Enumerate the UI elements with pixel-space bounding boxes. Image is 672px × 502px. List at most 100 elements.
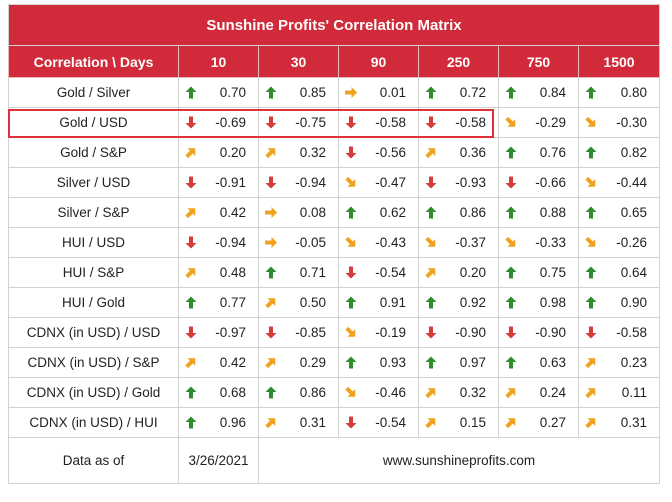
trend-arrow-icon	[345, 266, 357, 279]
trend-arrow-icon	[345, 416, 357, 429]
trend-arrow-icon	[585, 176, 597, 189]
correlation-cell: 0.27	[498, 407, 579, 438]
trend-arrow-icon	[345, 236, 357, 249]
trend-arrow-icon	[425, 356, 437, 369]
correlation-cell: -0.54	[338, 407, 419, 438]
correlation-cell: 0.08	[258, 197, 339, 228]
correlation-cell: 0.93	[338, 347, 419, 378]
correlation-value: -0.54	[375, 265, 406, 280]
footer-row: Data as of 3/26/2021 www.sunshineprofits…	[8, 437, 661, 484]
correlation-cell: 0.90	[577, 287, 661, 318]
trend-arrow-icon	[425, 146, 437, 159]
correlation-cell: -0.97	[178, 317, 259, 348]
trend-arrow-icon	[265, 326, 277, 339]
correlation-cell: -0.05	[258, 227, 339, 258]
correlation-value: -0.97	[215, 325, 246, 340]
correlation-cell: 0.88	[498, 197, 579, 228]
trend-arrow-icon	[265, 86, 277, 99]
days-header-10: 10	[178, 45, 259, 78]
correlation-cell: -0.44	[577, 167, 661, 198]
correlation-value: 0.20	[459, 265, 486, 280]
correlation-value: 0.32	[459, 385, 486, 400]
trend-arrow-icon	[185, 296, 197, 309]
correlation-value: 0.36	[459, 145, 486, 160]
trend-arrow-icon	[425, 296, 437, 309]
correlation-cell: 0.91	[338, 287, 419, 318]
correlation-value: 0.68	[219, 385, 246, 400]
trend-arrow-icon	[265, 266, 277, 279]
correlation-value: 0.72	[459, 85, 486, 100]
correlation-value: 0.93	[379, 355, 406, 370]
trend-arrow-icon	[345, 116, 357, 129]
correlation-value: -0.75	[295, 115, 326, 130]
correlation-value: 0.23	[620, 355, 648, 370]
data-as-of-label: Data as of	[8, 437, 179, 484]
trend-arrow-icon	[425, 266, 437, 279]
correlation-cell: -0.37	[418, 227, 499, 258]
correlation-value: 0.01	[379, 85, 406, 100]
correlation-cell: -0.47	[338, 167, 419, 198]
correlation-value: 0.48	[219, 265, 246, 280]
correlation-cell: 0.15	[418, 407, 499, 438]
correlation-value: 0.82	[620, 145, 648, 160]
correlation-value: -0.56	[375, 145, 406, 160]
correlation-cell: 0.23	[577, 347, 661, 378]
correlation-value: 0.86	[459, 205, 486, 220]
correlation-value: 0.77	[219, 295, 246, 310]
correlation-cell: 0.86	[418, 197, 499, 228]
trend-arrow-icon	[585, 416, 597, 429]
matrix-row: CDNX (in USD) / S&P 0.42 0.29 0.93 0.97 0.63 0…	[8, 347, 661, 378]
correlation-cell: -0.94	[258, 167, 339, 198]
correlation-value: -0.37	[455, 235, 486, 250]
trend-arrow-icon	[585, 146, 597, 159]
pair-label: HUI / USD	[8, 227, 179, 258]
correlation-cell: 0.68	[178, 377, 259, 408]
correlation-value: -0.69	[215, 115, 246, 130]
correlation-cell: 0.96	[178, 407, 259, 438]
trend-arrow-icon	[265, 236, 277, 249]
correlation-cell: 0.29	[258, 347, 339, 378]
header-row: Correlation \ Days 10 30 90 250 750 1500	[8, 45, 661, 78]
correlation-cell: -0.19	[338, 317, 419, 348]
correlation-value: 0.15	[459, 415, 486, 430]
trend-arrow-icon	[425, 176, 437, 189]
pair-label: HUI / S&P	[8, 257, 179, 288]
trend-arrow-icon	[505, 236, 517, 249]
correlation-value: 0.64	[620, 265, 648, 280]
trend-arrow-icon	[505, 266, 517, 279]
pair-label: Gold / S&P	[8, 137, 179, 168]
correlation-value: -0.66	[535, 175, 566, 190]
correlation-value: 0.92	[459, 295, 486, 310]
trend-arrow-icon	[185, 236, 197, 249]
correlation-cell: 0.32	[258, 137, 339, 168]
matrix-row: CDNX (in USD) / Gold 0.68 0.86 -0.46 0.32 0.2…	[8, 377, 661, 408]
correlation-cell: 0.86	[258, 377, 339, 408]
trend-arrow-icon	[265, 146, 277, 159]
trend-arrow-icon	[585, 206, 597, 219]
matrix-row: Gold / USD -0.69 -0.75 -0.58 -0.58 -0.29 -0.30	[8, 107, 661, 138]
correlation-cell: -0.90	[498, 317, 579, 348]
correlation-cell: 0.11	[577, 377, 661, 408]
correlation-value: -0.91	[215, 175, 246, 190]
trend-arrow-icon	[585, 116, 597, 129]
correlation-value: 0.20	[219, 145, 246, 160]
correlation-cell: 0.50	[258, 287, 339, 318]
trend-arrow-icon	[345, 386, 357, 399]
correlation-cell: 0.62	[338, 197, 419, 228]
correlation-cell: 0.92	[418, 287, 499, 318]
pair-label: Silver / S&P	[8, 197, 179, 228]
trend-arrow-icon	[505, 206, 517, 219]
trend-arrow-icon	[345, 356, 357, 369]
correlation-value: 0.65	[620, 205, 648, 220]
trend-arrow-icon	[505, 86, 517, 99]
correlation-value: 0.42	[219, 355, 246, 370]
correlation-cell: 0.36	[418, 137, 499, 168]
trend-arrow-icon	[185, 326, 197, 339]
matrix-row: HUI / S&P 0.48 0.71 -0.54 0.20 0.75 0.64	[8, 257, 661, 288]
correlation-cell: 0.72	[418, 77, 499, 108]
website-link[interactable]: www.sunshineprofits.com	[257, 437, 661, 484]
correlation-value: 0.80	[620, 85, 648, 100]
correlation-value: 0.11	[621, 385, 648, 400]
correlation-value: -0.46	[375, 385, 406, 400]
correlation-value: -0.19	[375, 325, 406, 340]
